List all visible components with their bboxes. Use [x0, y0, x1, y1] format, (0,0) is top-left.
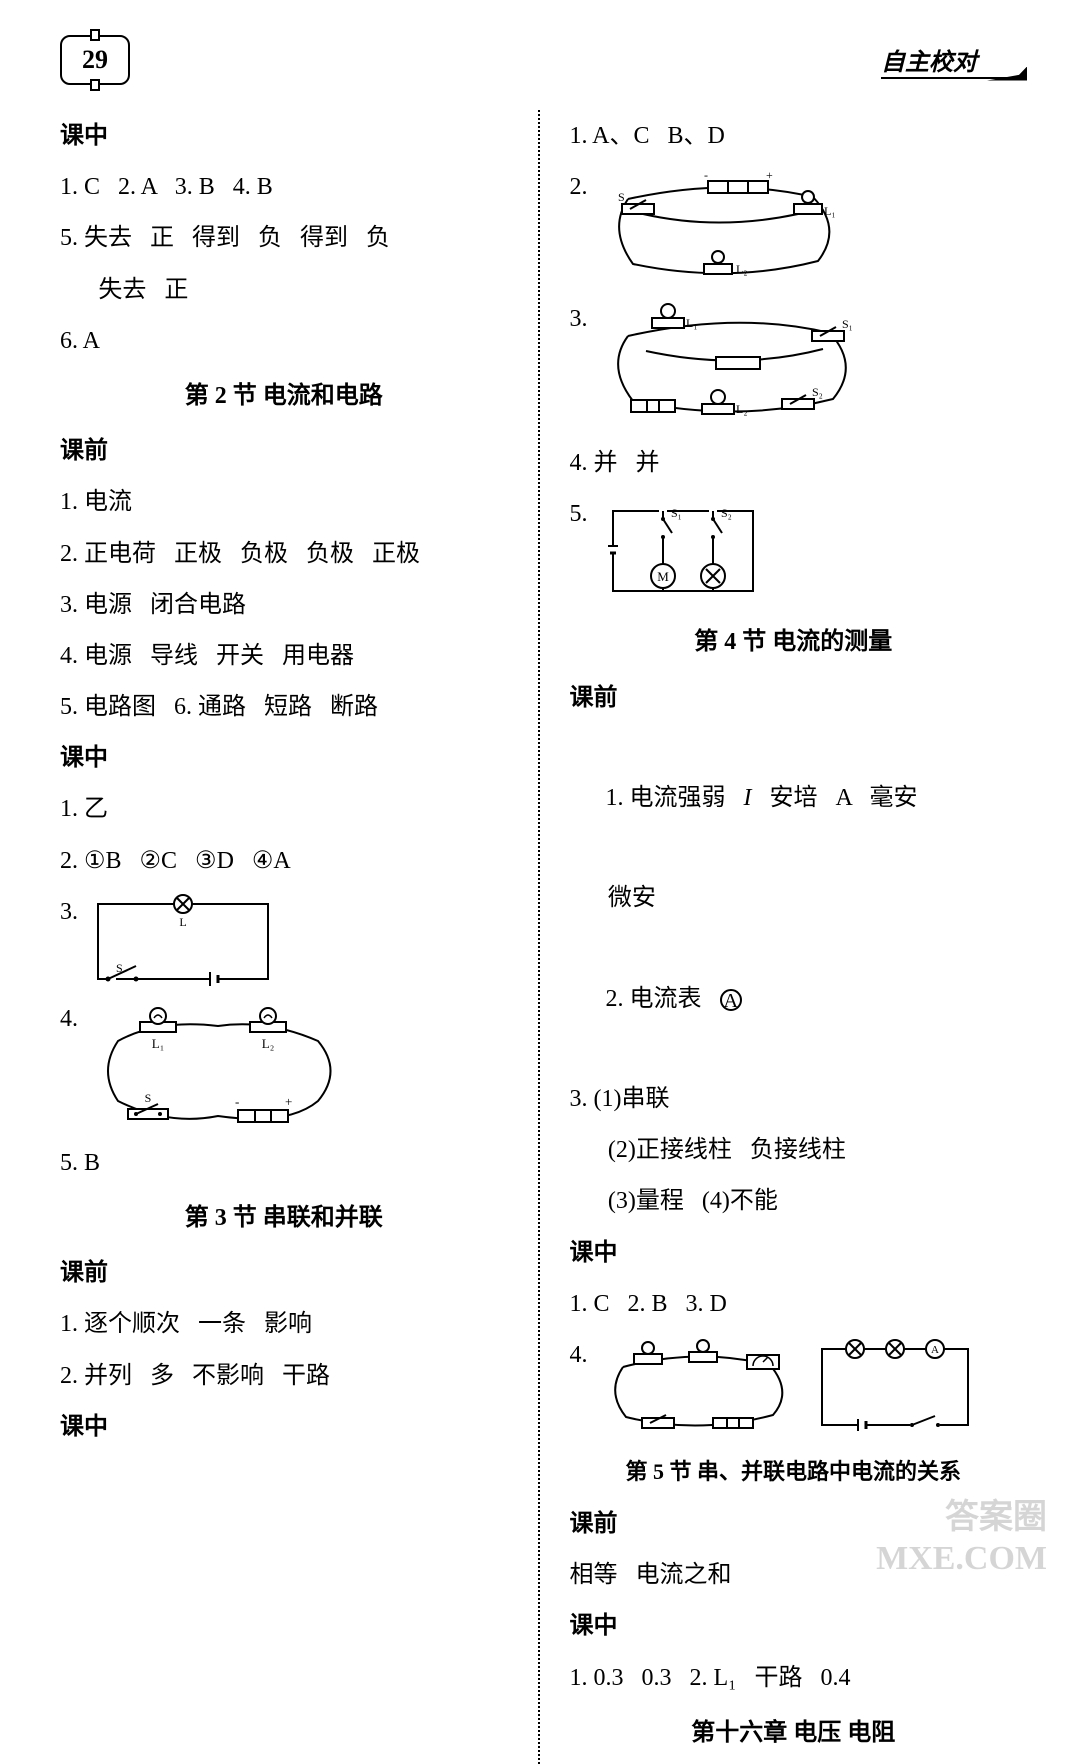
svg-text:M: M [657, 569, 669, 584]
heading-kezhong: 课中 [60, 1403, 508, 1452]
item-number: 3. [570, 295, 588, 344]
svg-text:S: S [116, 961, 123, 975]
answer-line: 1. 0.3 0.3 2. L₁ 干路 0.4 [570, 1654, 1018, 1703]
answer-line: 2. 电流表 A [570, 926, 1018, 1074]
svg-text:L₂: L₂ [736, 262, 748, 276]
answer-line: 失去 正 [60, 266, 508, 315]
answer-line: 4. 电源 导线 开关 用电器 [60, 632, 508, 681]
ammeter-symbol: A [720, 989, 742, 1011]
answer-line: 2. 正电荷 正极 负极 负极 正极 [60, 530, 508, 579]
header-right-label: 自主校对 [881, 42, 1017, 79]
svg-text:L₁: L₁ [824, 204, 836, 218]
svg-text:S₁: S₁ [671, 506, 682, 520]
symbol-i: I [744, 785, 752, 811]
svg-text:S: S [145, 1091, 152, 1105]
answer-line: 2. 并列 多 不影响 干路 [60, 1352, 508, 1401]
text: 2. 电流表 [606, 986, 720, 1012]
chapter-16-title: 第十六章 电压 电阻 [570, 1709, 1018, 1758]
section-4-title: 第 4 节 电流的测量 [570, 618, 1018, 667]
svg-text:L₁: L₁ [686, 316, 698, 330]
answer-line: 1. 电流 [60, 478, 508, 527]
answer-line: 1. C 2. A 3. B 4. B [60, 163, 508, 212]
item-number: 4. [570, 1331, 588, 1380]
heading-keqian: 课前 [570, 1500, 1018, 1549]
answer-line: 2. ①B ②C ③D ④A [60, 837, 508, 886]
answer-line: 5. B [60, 1139, 508, 1188]
circuit-diagram-pair: A [598, 1337, 980, 1437]
circuit-diagram-oval: L₁ S₁ L₂ [598, 301, 868, 431]
right-column: 1. A、C B、D 2. - + [570, 110, 1018, 1764]
svg-text:+: + [766, 169, 773, 182]
item-number: 5. [570, 490, 588, 539]
answer-line: (2)正接线柱 负接线柱 [570, 1126, 1018, 1175]
answer-line: 5. 电路图 6. 通路 短路 断路 [60, 683, 508, 732]
heading-kezhong: 课中 [60, 112, 508, 161]
answer-line: 5. 失去 正 得到 负 得到 负 [60, 214, 508, 263]
svg-text:-: - [704, 169, 708, 182]
answer-line: 相等 电流之和 [570, 1551, 1018, 1600]
svg-text:A: A [931, 1344, 939, 1356]
circuit-diagram-rect: L S [88, 894, 278, 989]
svg-text:S₂: S₂ [812, 385, 823, 399]
svg-text:S: S [618, 190, 625, 204]
answer-line: 4. 并 并 [570, 439, 1018, 488]
heading-kezhong: 课中 [570, 1602, 1018, 1651]
text: 安培 A 毫安 [752, 785, 918, 811]
svg-text:-: - [235, 1094, 239, 1109]
answer-line: 微安 [570, 874, 1018, 923]
svg-text:S₂: S₂ [721, 506, 732, 520]
item-number: 2. [570, 163, 588, 212]
heading-keqian: 课前 [60, 427, 508, 476]
circuit-diagram-rect: S₁ S₂ M [598, 496, 768, 606]
text: 1. 电流强弱 [606, 785, 744, 811]
section-2-title: 第 2 节 电流和电路 [60, 372, 508, 421]
page-number: 29 [82, 45, 108, 75]
column-divider [538, 110, 540, 1764]
circuit-diagram-oval: - + S L₁ [598, 169, 848, 289]
item-number: 4. [60, 995, 78, 1044]
answer-line: 1. 逐个顺次 一条 影响 [60, 1300, 508, 1349]
item-number: 3. [60, 888, 78, 937]
svg-text:L₂: L₂ [262, 1036, 274, 1051]
answer-line: 1. A、C B、D [570, 112, 1018, 161]
svg-text:+: + [285, 1094, 292, 1109]
answer-line: 3. (1)串联 [570, 1075, 1018, 1124]
section-3-title: 第 3 节 串联和并联 [60, 1194, 508, 1243]
svg-text:S₁: S₁ [842, 317, 853, 331]
answer-line: 1. 电流强弱 I 安培 A 毫安 [570, 725, 1018, 873]
heading-keqian: 课前 [60, 1249, 508, 1298]
page-number-badge: 29 [60, 35, 130, 85]
section-5-title: 第 5 节 串、并联电路中电流的关系 [570, 1449, 1018, 1494]
heading-kezhong: 课中 [60, 734, 508, 783]
left-column: 课中 1. C 2. A 3. B 4. B 5. 失去 正 得到 负 得到 负… [60, 110, 508, 1764]
svg-text:L₂: L₂ [736, 402, 748, 416]
answer-line: 3. 电源 闭合电路 [60, 581, 508, 630]
svg-text:L₁: L₁ [152, 1036, 164, 1051]
answer-line: 1. 乙 [60, 785, 508, 834]
svg-text:L: L [179, 915, 186, 929]
heading-keqian: 课前 [570, 674, 1018, 723]
circuit-diagram-oval: L₁ L₂ S [88, 1001, 348, 1131]
heading-kezhong: 课中 [570, 1229, 1018, 1278]
answer-line: 1. C 2. B 3. D [570, 1280, 1018, 1329]
answer-line: (3)量程 (4)不能 [570, 1177, 1018, 1226]
answer-line: 6. A [60, 317, 508, 366]
